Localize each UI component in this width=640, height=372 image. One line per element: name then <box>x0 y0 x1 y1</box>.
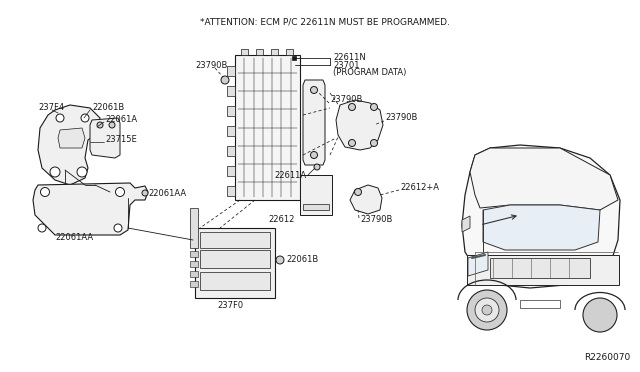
Polygon shape <box>483 205 600 250</box>
Polygon shape <box>38 105 100 185</box>
Text: 22611A: 22611A <box>275 170 307 180</box>
Circle shape <box>77 167 87 177</box>
Bar <box>235 55 300 200</box>
Circle shape <box>114 224 122 232</box>
Circle shape <box>371 103 378 110</box>
Text: 22061A: 22061A <box>105 115 137 125</box>
Circle shape <box>221 76 229 84</box>
Bar <box>190 271 198 277</box>
Text: 23790B: 23790B <box>195 61 227 70</box>
Bar <box>286 49 293 55</box>
Polygon shape <box>470 148 618 210</box>
Bar <box>200 232 270 248</box>
Text: 23715E: 23715E <box>105 135 137 144</box>
Bar <box>200 272 270 290</box>
Circle shape <box>50 167 60 177</box>
Bar <box>190 208 198 248</box>
Bar <box>292 56 296 60</box>
Bar <box>271 49 278 55</box>
Bar <box>190 281 198 287</box>
Text: (PROGRAM DATA): (PROGRAM DATA) <box>333 67 406 77</box>
Text: 22061AA: 22061AA <box>148 189 186 198</box>
Polygon shape <box>303 80 325 165</box>
Text: 22611N: 22611N <box>333 52 365 61</box>
Polygon shape <box>468 252 488 276</box>
Text: 23790B: 23790B <box>385 113 417 122</box>
Circle shape <box>349 140 355 147</box>
Circle shape <box>349 103 355 110</box>
Bar <box>190 261 198 267</box>
Circle shape <box>355 189 362 196</box>
Bar <box>227 146 235 156</box>
Bar <box>195 228 275 298</box>
Polygon shape <box>58 128 85 148</box>
Text: 237F4: 237F4 <box>38 103 64 112</box>
Polygon shape <box>33 183 148 235</box>
Bar <box>227 86 235 96</box>
Circle shape <box>276 256 284 264</box>
Bar <box>200 250 270 268</box>
Circle shape <box>310 87 317 93</box>
Circle shape <box>40 187 49 196</box>
Polygon shape <box>350 185 382 214</box>
Bar <box>490 258 590 278</box>
Circle shape <box>482 305 492 315</box>
Bar <box>256 49 263 55</box>
Polygon shape <box>462 145 620 288</box>
Polygon shape <box>90 118 120 158</box>
Bar <box>520 300 560 308</box>
Bar <box>227 106 235 116</box>
Circle shape <box>467 290 507 330</box>
Text: 22061B: 22061B <box>286 256 318 264</box>
Bar <box>467 255 619 285</box>
Text: 22612+A: 22612+A <box>400 183 439 192</box>
Bar <box>227 66 235 76</box>
Text: *ATTENTION: ECM P/C 22611N MUST BE PROGRAMMED.: *ATTENTION: ECM P/C 22611N MUST BE PROGR… <box>200 17 450 26</box>
Text: 22612: 22612 <box>269 215 295 224</box>
Bar <box>227 166 235 176</box>
Circle shape <box>109 122 115 128</box>
Circle shape <box>475 298 499 322</box>
Circle shape <box>142 190 148 196</box>
Circle shape <box>38 224 46 232</box>
Text: R2260070: R2260070 <box>584 353 630 362</box>
Circle shape <box>583 298 617 332</box>
Circle shape <box>115 187 125 196</box>
Bar <box>227 126 235 136</box>
Polygon shape <box>462 216 470 232</box>
Text: 237F0: 237F0 <box>217 301 243 311</box>
Text: 23790B: 23790B <box>330 96 362 105</box>
Bar <box>227 186 235 196</box>
Polygon shape <box>336 100 383 150</box>
Text: 22061B: 22061B <box>92 103 124 112</box>
Text: 23790B: 23790B <box>360 215 392 224</box>
Circle shape <box>310 151 317 158</box>
Bar <box>241 49 248 55</box>
Circle shape <box>81 114 89 122</box>
Circle shape <box>371 140 378 147</box>
Text: 23701: 23701 <box>333 61 360 70</box>
Bar <box>190 251 198 257</box>
Circle shape <box>97 122 103 128</box>
Circle shape <box>56 114 64 122</box>
Bar <box>303 204 329 210</box>
Text: 22061AA: 22061AA <box>55 234 93 243</box>
Bar <box>300 175 332 215</box>
Circle shape <box>314 164 320 170</box>
